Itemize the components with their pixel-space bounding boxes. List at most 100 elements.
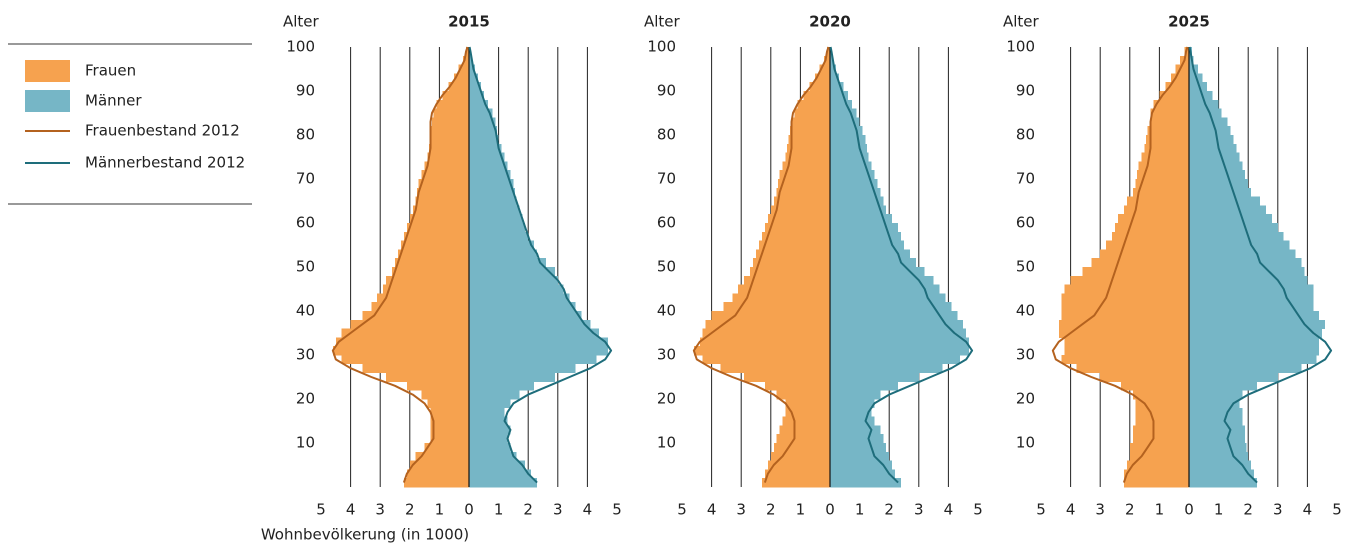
x-axis-label: Wohnbevölkerung (in 1000): [261, 526, 469, 544]
bar: [469, 443, 511, 453]
bar: [1189, 117, 1228, 127]
bar: [830, 381, 899, 391]
bar: [1165, 82, 1189, 92]
bar: [392, 267, 469, 277]
bar: [830, 372, 919, 382]
bar: [383, 284, 469, 294]
bar: [400, 240, 469, 250]
y-tick-label: 70: [657, 170, 676, 188]
bar: [406, 381, 469, 391]
bar: [469, 311, 582, 321]
bar: [1189, 240, 1290, 250]
bar: [711, 311, 830, 321]
bar: [1189, 293, 1314, 303]
line-series: [331, 46, 469, 483]
line-series: [829, 46, 974, 484]
bar: [779, 425, 830, 435]
bar: [753, 258, 830, 268]
bar: [830, 99, 853, 109]
bar: [448, 82, 469, 92]
line-series: [1051, 46, 1189, 483]
bar: [767, 214, 830, 224]
bar: [1082, 267, 1189, 277]
bar: [764, 223, 830, 233]
bar: [1189, 179, 1249, 189]
bar: [1061, 302, 1189, 312]
x-tick-label: 3: [1095, 501, 1105, 519]
bar: [785, 152, 830, 162]
bar: [1117, 214, 1189, 224]
bar: [1135, 179, 1189, 189]
bar: [830, 275, 934, 285]
bar: [830, 267, 925, 277]
bar: [830, 416, 875, 426]
bar: [469, 328, 600, 338]
bar: [433, 108, 469, 118]
bar: [773, 443, 830, 453]
bar: [1061, 355, 1189, 365]
bar: [830, 355, 961, 365]
bar: [469, 319, 591, 329]
bar: [830, 179, 878, 189]
bar: [1189, 328, 1323, 338]
y-tick-label: 90: [1016, 82, 1035, 100]
bar: [397, 249, 469, 259]
bar: [430, 407, 469, 417]
bar: [723, 302, 830, 312]
bar: [469, 267, 555, 277]
bar: [1171, 73, 1189, 83]
bar: [417, 187, 469, 197]
bar: [830, 346, 970, 356]
y-tick-label: 20: [657, 390, 676, 408]
line-series: [468, 46, 613, 484]
bar: [469, 108, 493, 118]
x-tick-label: 5: [612, 501, 622, 519]
bar: [1141, 152, 1189, 162]
x-tick-label: 5: [973, 501, 983, 519]
bar: [1146, 135, 1189, 145]
bar: [469, 407, 505, 417]
y-tick-label: 90: [296, 82, 315, 100]
bar: [773, 196, 830, 206]
bar: [469, 187, 515, 197]
bar: [1189, 170, 1246, 180]
bar: [1189, 390, 1243, 400]
bar: [776, 434, 830, 444]
bar: [1135, 416, 1189, 426]
bar: [1189, 267, 1305, 277]
bar: [386, 372, 469, 382]
bar: [1150, 108, 1189, 118]
bar: [1189, 443, 1247, 453]
line-series: [1188, 46, 1333, 484]
bar: [830, 258, 916, 268]
bar: [436, 99, 469, 109]
bar: [756, 249, 830, 259]
bar: [454, 73, 469, 83]
bar: [421, 390, 469, 400]
bar: [1153, 99, 1189, 109]
bar: [442, 91, 469, 101]
bar: [830, 117, 860, 127]
bar: [1189, 407, 1243, 417]
bar: [424, 443, 469, 453]
x-tick-label: 4: [583, 501, 593, 519]
bar: [463, 55, 469, 65]
bar: [469, 381, 535, 391]
bar: [430, 416, 469, 426]
bar: [469, 284, 564, 294]
bar: [1058, 319, 1189, 329]
bar: [469, 223, 526, 233]
bar: [406, 223, 469, 233]
bar: [785, 407, 830, 417]
bar: [469, 346, 609, 356]
bar: [830, 108, 857, 118]
bar: [1150, 117, 1189, 127]
legend-swatch: [25, 90, 70, 112]
bar: [830, 196, 884, 206]
bar: [469, 196, 517, 206]
bar: [469, 425, 511, 435]
bar: [830, 214, 893, 224]
bar: [827, 47, 830, 57]
bar: [758, 240, 830, 250]
